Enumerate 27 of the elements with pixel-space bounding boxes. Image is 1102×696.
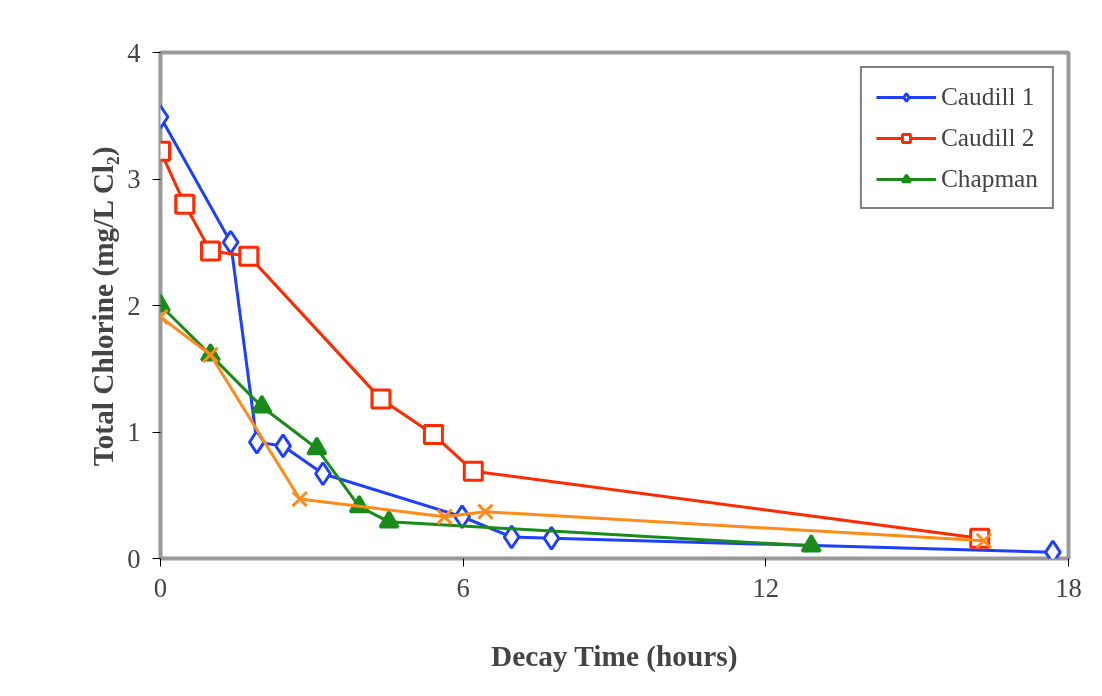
point (975, 532, 993, 550)
point (238, 245, 260, 267)
legend-label: Caudill 1 (940, 82, 1035, 111)
point (422, 424, 444, 446)
x-tick-label: 18 (1055, 572, 1082, 603)
point (221, 229, 240, 255)
x-tick-label: 12 (752, 572, 780, 603)
point (435, 508, 454, 526)
y-axis-title: Total Chlorine (mg/L Cl₂) (87, 146, 121, 467)
point (199, 240, 221, 262)
y-tick-label: 1 (127, 417, 141, 447)
y-tick-label: 0 (127, 543, 141, 574)
legend-label: Chapman (940, 164, 1038, 193)
point (502, 524, 521, 550)
point (174, 193, 196, 215)
y-tick-label: 4 (127, 37, 141, 68)
point (462, 460, 484, 482)
x-tick-label: 0 (153, 572, 168, 603)
legend-label: Caudill 2 (940, 123, 1035, 152)
point (370, 388, 392, 410)
point (542, 525, 561, 551)
y-tick-label: 3 (127, 164, 141, 194)
x-tick-label: 6 (456, 572, 470, 603)
y-tick-label: 2 (127, 290, 141, 321)
x-axis-title: Decay Time (hours) (490, 639, 738, 673)
point (476, 503, 494, 521)
point (291, 490, 309, 508)
